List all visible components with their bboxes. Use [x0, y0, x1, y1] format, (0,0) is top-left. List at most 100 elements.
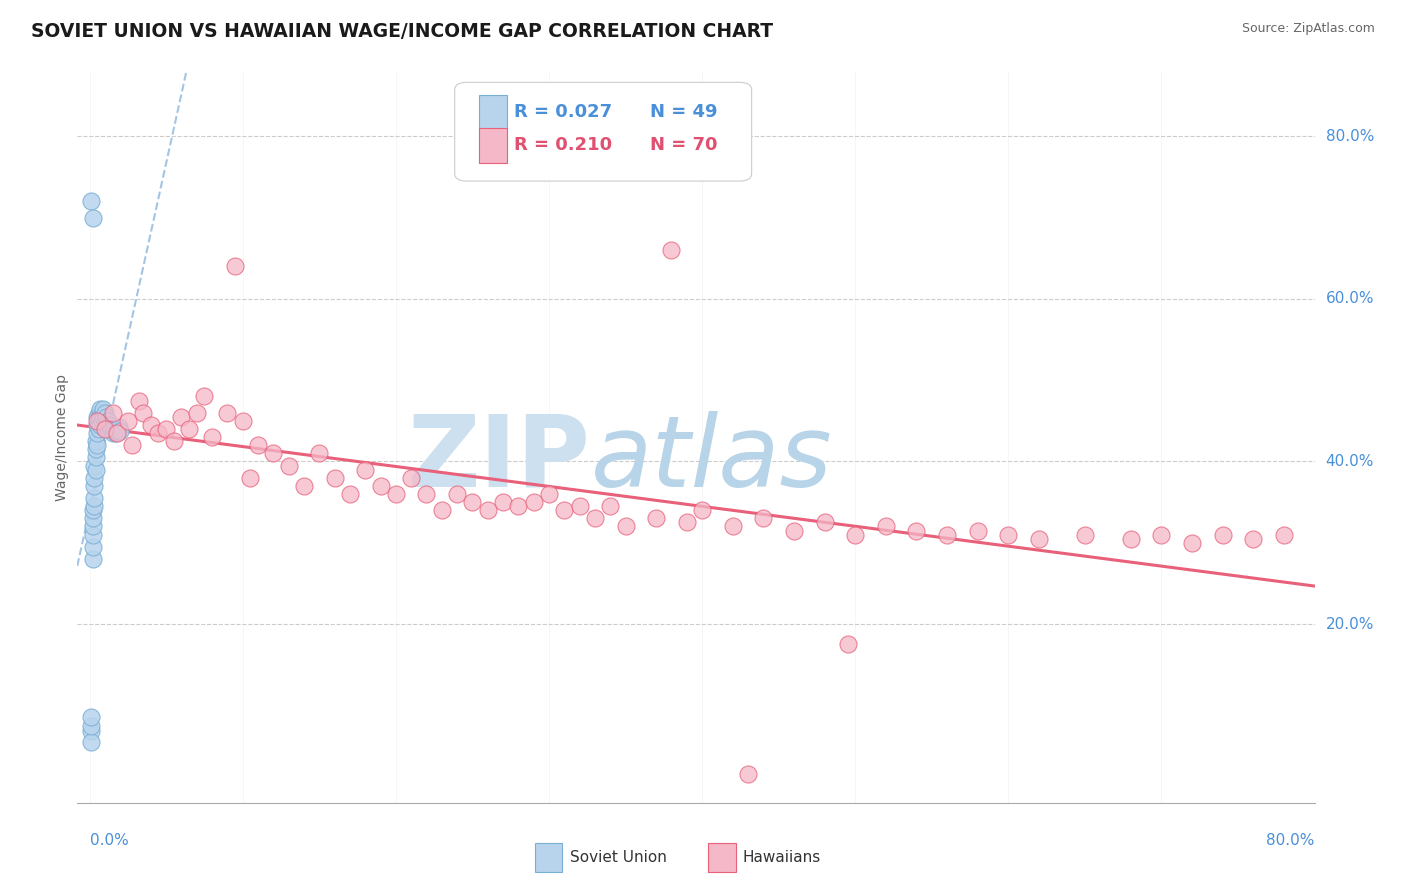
Text: 0.0%: 0.0% [90, 833, 128, 848]
Point [523, 495, 546, 509]
Point [1241, 532, 1264, 546]
Point [323, 471, 346, 485]
Point [399, 471, 422, 485]
Point [107, 420, 129, 434]
FancyBboxPatch shape [709, 843, 735, 872]
Point [100, 422, 122, 436]
Text: R = 0.027: R = 0.027 [515, 103, 612, 120]
Text: 20.0%: 20.0% [1326, 616, 1374, 632]
Point [83, 479, 105, 493]
Point [599, 499, 621, 513]
Point [96, 409, 118, 424]
Text: Hawaiians: Hawaiians [742, 850, 821, 865]
Point [783, 524, 806, 538]
FancyBboxPatch shape [536, 843, 562, 872]
Point [163, 434, 186, 449]
FancyBboxPatch shape [454, 82, 752, 181]
Text: N = 49: N = 49 [650, 103, 717, 120]
Point [508, 499, 530, 513]
Point [1028, 532, 1050, 546]
Point [675, 516, 697, 530]
Point [193, 389, 215, 403]
Point [385, 487, 408, 501]
Point [553, 503, 575, 517]
Point [87, 422, 110, 436]
Point [415, 487, 437, 501]
Point [90, 406, 112, 420]
Point [86, 414, 108, 428]
FancyBboxPatch shape [479, 128, 506, 163]
Point [84, 450, 107, 465]
Point [121, 438, 143, 452]
Point [262, 446, 284, 460]
Text: R = 0.210: R = 0.210 [515, 136, 612, 153]
Text: N = 70: N = 70 [650, 136, 717, 153]
Point [247, 438, 270, 452]
Point [277, 458, 299, 473]
Text: Source: ZipAtlas.com: Source: ZipAtlas.com [1241, 22, 1375, 36]
Point [80, 735, 103, 749]
Point [80, 710, 103, 724]
Point [89, 401, 111, 416]
Point [837, 637, 859, 651]
Text: 80.0%: 80.0% [1326, 128, 1374, 144]
Point [354, 462, 377, 476]
Text: 80.0%: 80.0% [1267, 833, 1315, 848]
Point [86, 438, 108, 452]
Point [80, 194, 103, 209]
Point [477, 503, 499, 517]
Point [148, 425, 170, 440]
Text: Soviet Union: Soviet Union [569, 850, 666, 865]
Text: atlas: atlas [591, 410, 832, 508]
Point [430, 503, 453, 517]
Point [875, 519, 897, 533]
Point [82, 519, 104, 533]
Point [492, 495, 515, 509]
Point [94, 406, 117, 420]
Point [86, 425, 108, 440]
Point [936, 527, 959, 541]
Text: ZIP: ZIP [408, 410, 591, 508]
Point [82, 527, 104, 541]
Point [966, 524, 988, 538]
Point [583, 511, 606, 525]
Point [82, 511, 104, 525]
Point [83, 471, 105, 485]
Point [239, 471, 262, 485]
Point [201, 430, 224, 444]
Point [1181, 535, 1204, 549]
Point [721, 519, 744, 533]
Point [80, 718, 103, 732]
Point [844, 527, 866, 541]
Point [170, 409, 193, 424]
Point [83, 458, 105, 473]
Point [690, 503, 713, 517]
Point [139, 417, 162, 432]
Point [87, 406, 110, 420]
Point [89, 417, 111, 432]
Point [446, 487, 468, 501]
Point [86, 409, 108, 424]
Point [461, 495, 484, 509]
Point [1150, 527, 1173, 541]
Point [217, 406, 239, 420]
Point [108, 424, 131, 438]
Point [94, 422, 117, 436]
Point [96, 417, 118, 432]
Point [103, 422, 125, 436]
Point [93, 401, 115, 416]
Point [101, 406, 124, 420]
Point [1272, 527, 1295, 541]
Point [813, 516, 835, 530]
Point [614, 519, 637, 533]
Point [97, 414, 120, 428]
Point [117, 414, 139, 428]
Point [370, 479, 392, 493]
Point [292, 479, 315, 493]
Text: 60.0%: 60.0% [1326, 292, 1374, 307]
Point [537, 487, 560, 501]
Point [752, 511, 775, 525]
Point [104, 425, 127, 440]
Point [737, 767, 759, 781]
Point [82, 540, 104, 554]
